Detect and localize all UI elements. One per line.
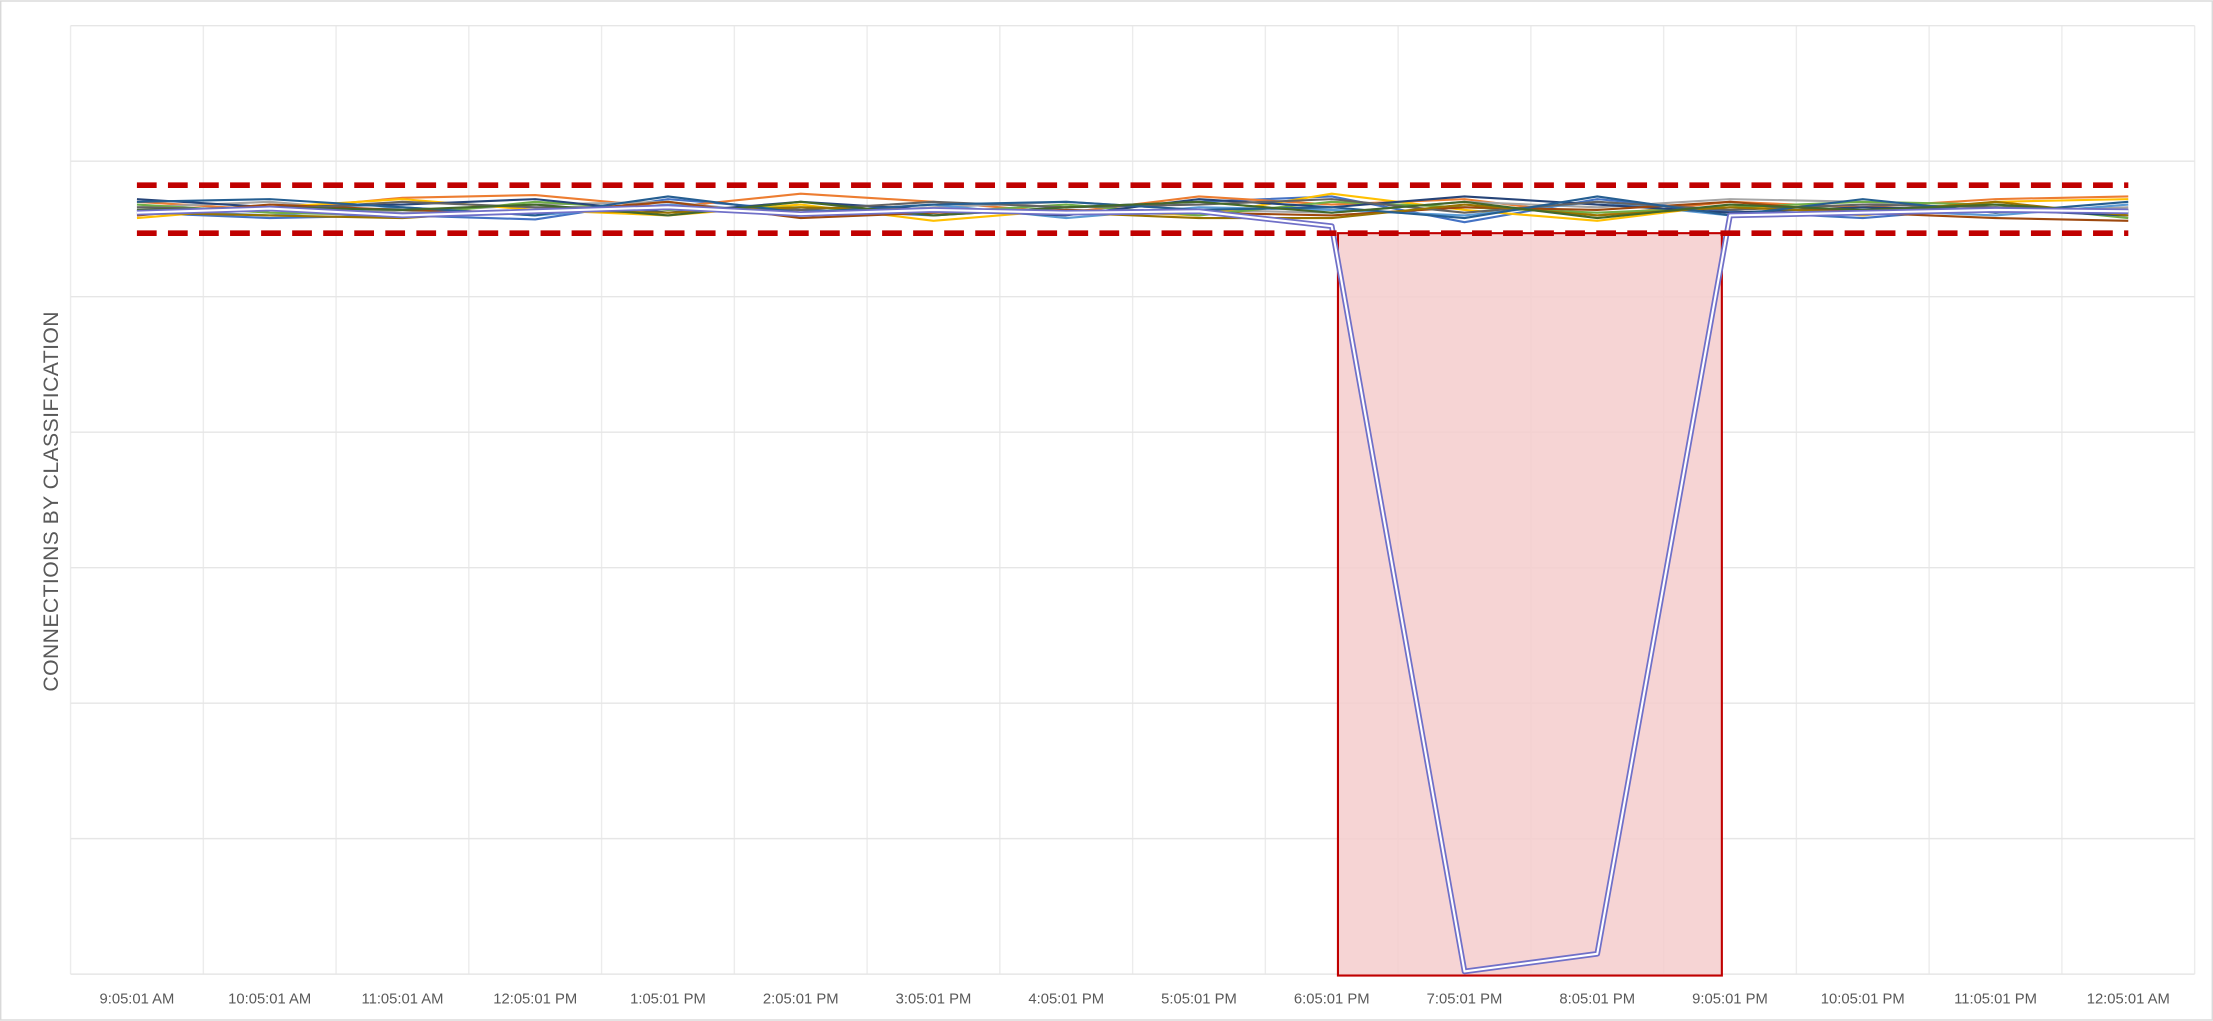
- highlight-region: [1336, 232, 1723, 977]
- x-tick-label: 11:05:01 AM: [361, 991, 443, 1007]
- series-line-inner: [136, 206, 2129, 973]
- x-tick-label: 11:05:01 PM: [1954, 991, 2037, 1007]
- x-tick-label: 9:05:01 AM: [100, 991, 175, 1007]
- lines: [136, 192, 2129, 975]
- x-tick-label: 4:05:01 PM: [1028, 991, 1104, 1007]
- x-tick-label: 10:05:01 AM: [228, 991, 311, 1007]
- x-tick-label: 12:05:01 PM: [493, 991, 577, 1007]
- x-tick-label: 1:05:01 PM: [630, 991, 706, 1007]
- y-axis-label: CONNECTIONS BY CLASSIFICATION: [40, 311, 63, 692]
- x-tick-label: 10:05:01 PM: [1821, 991, 1905, 1007]
- x-tick-label: 7:05:01 PM: [1427, 991, 1503, 1007]
- x-tick-label: 6:05:01 PM: [1294, 991, 1370, 1007]
- x-tick-label: 3:05:01 PM: [896, 991, 972, 1007]
- x-tick-label: 2:05:01 PM: [763, 991, 839, 1007]
- series-line: [136, 200, 2129, 220]
- x-tick-label: 8:05:01 PM: [1559, 991, 1635, 1007]
- x-tick-label: 5:05:01 PM: [1161, 991, 1237, 1007]
- x-tick-label: 9:05:01 PM: [1692, 991, 1768, 1007]
- x-labels: 9:05:01 AM 10:05:01 AM 11:05:01 AM 12:05:01…: [100, 991, 2170, 1007]
- x-tick-label: 12:05:01 AM: [2087, 991, 2170, 1007]
